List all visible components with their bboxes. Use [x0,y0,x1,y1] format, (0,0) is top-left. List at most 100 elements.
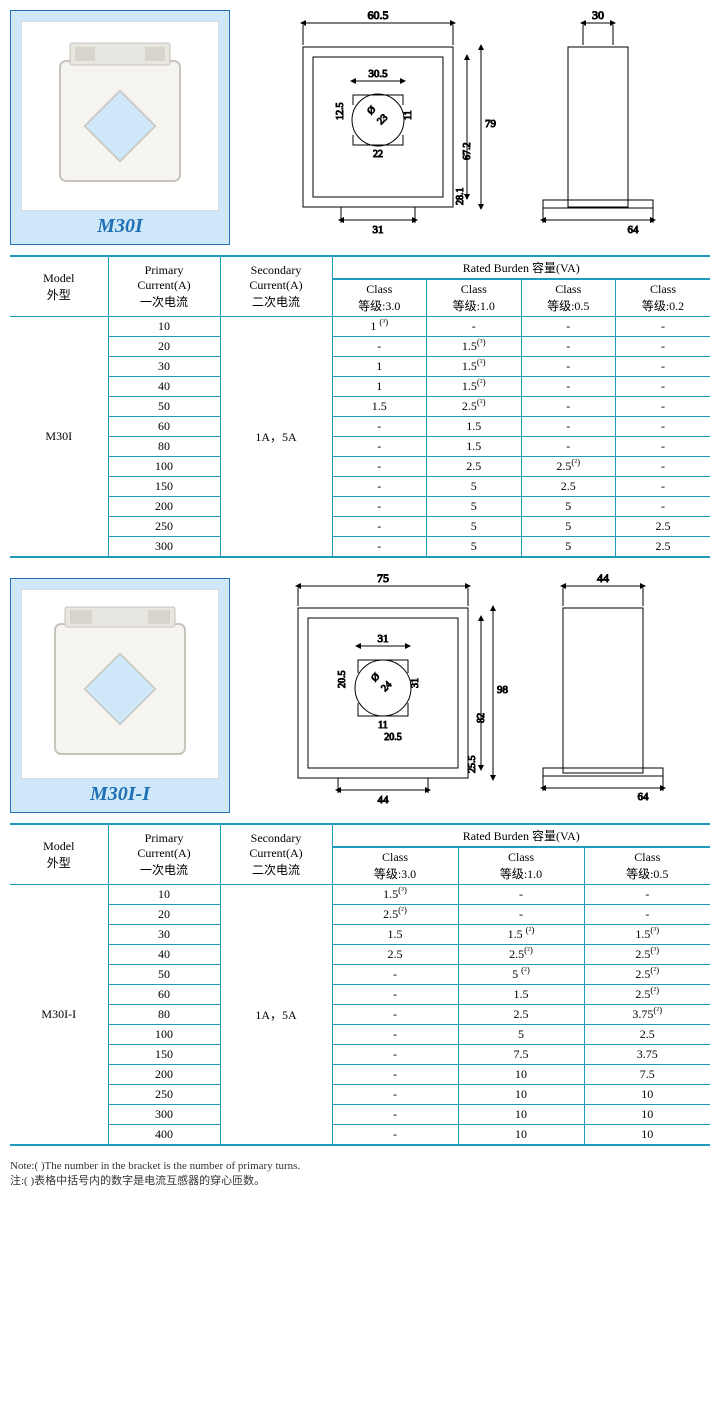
burden-cell: 2.5(²) [584,985,710,1005]
burden-cell: 1.5 [458,985,584,1005]
svg-text:20.5: 20.5 [337,671,348,689]
burden-cell: 2.5 [616,537,711,558]
burden-cell: - [427,317,522,337]
burden-cell: 2.5(²) [427,397,522,417]
product1-section: M30I 60.5 30.5 [0,0,720,558]
primary-current: 100 [108,457,220,477]
sub-header: Class等级:1.0 [427,279,522,317]
burden-cell: 1.5 [332,397,427,417]
burden-cell: 2.5 [332,945,458,965]
burden-cell: - [521,377,616,397]
burden-cell: 1 [332,357,427,377]
product2-photo [21,589,219,779]
burden-cell: 10 [584,1125,710,1146]
burden-cell: 1 [332,377,427,397]
svg-text:98: 98 [497,684,509,696]
burden-cell: 5 [521,497,616,517]
product1-label: M30I [21,215,219,238]
svg-text:24: 24 [379,679,394,694]
burden-cell: 10 [458,1125,584,1146]
burden-cell: 5 [521,537,616,558]
burden-cell: - [458,905,584,925]
burden-cell: - [332,437,427,457]
primary-current: 20 [108,337,220,357]
primary-current: 10 [108,885,220,905]
burden-cell: 1.5(³) [427,337,522,357]
burden-cell: - [332,985,458,1005]
primary-current: 30 [108,357,220,377]
model-cell: M30I-I [10,885,108,1146]
primary-current: 150 [108,477,220,497]
product1-table: Model外型PrimaryCurrent(A)一次电流SecondaryCur… [10,255,710,558]
burden-cell: 2.5 [427,457,522,477]
burden-cell: - [332,1005,458,1025]
sub-header: Class等级:0.5 [584,847,710,885]
primary-current: 300 [108,537,220,558]
burden-cell: - [332,1105,458,1125]
burden-cell: 1.5 (²) [458,925,584,945]
burden-cell: 7.5 [584,1065,710,1085]
col-header-burden: Rated Burden 容量(VA) [332,256,710,279]
burden-cell: 2.5(²) [458,945,584,965]
burden-cell: 1.5 [332,925,458,945]
burden-cell: 5 [458,1025,584,1045]
primary-current: 150 [108,1045,220,1065]
burden-cell: - [616,397,711,417]
burden-cell: 2.5 [458,1005,584,1025]
burden-cell: 5 [521,517,616,537]
primary-current: 80 [108,1005,220,1025]
burden-cell: - [616,497,711,517]
burden-cell: 3.75 [584,1045,710,1065]
burden-cell: 5 [427,517,522,537]
col-header: Model外型 [10,824,108,885]
sub-header: Class等级:0.5 [521,279,616,317]
svg-text:67.2: 67.2 [462,143,473,161]
svg-text:25.5: 25.5 [467,756,478,774]
burden-cell: 2.5(³) [584,945,710,965]
col-header: Model外型 [10,256,108,317]
svg-text:23: 23 [375,112,390,127]
primary-current: 40 [108,377,220,397]
product2-table: Model外型PrimaryCurrent(A)一次电流SecondaryCur… [10,823,710,1146]
svg-text:64: 64 [627,224,639,235]
svg-text:75: 75 [377,571,389,585]
col-header: PrimaryCurrent(A)一次电流 [108,256,220,317]
primary-current: 200 [108,1065,220,1085]
burden-cell: - [332,1065,458,1085]
primary-current: 100 [108,1025,220,1045]
svg-text:31: 31 [377,633,388,645]
burden-cell: 1.5(³) [332,885,458,905]
svg-text:22: 22 [373,149,383,160]
burden-cell: - [521,397,616,417]
model-cell: M30I [10,317,108,558]
burden-cell: - [332,1045,458,1065]
primary-current: 200 [108,497,220,517]
product2-label: M30I-I [21,783,219,806]
burden-cell: - [332,1125,458,1146]
sub-header: Class等级:1.0 [458,847,584,885]
burden-cell: 2.5 [521,477,616,497]
burden-cell: - [521,417,616,437]
primary-current: 10 [108,317,220,337]
primary-current: 30 [108,925,220,945]
svg-text:Ø: Ø [365,104,378,117]
burden-cell: - [616,437,711,457]
burden-cell: - [332,417,427,437]
burden-cell: 1.5 [427,417,522,437]
primary-current: 300 [108,1105,220,1125]
col-header: SecondaryCurrent(A)二次电流 [220,824,332,885]
sub-header: Class等级:0.2 [616,279,711,317]
col-header: PrimaryCurrent(A)一次电流 [108,824,220,885]
burden-cell: - [332,517,427,537]
primary-current: 20 [108,905,220,925]
col-header-burden: Rated Burden 容量(VA) [332,824,710,847]
burden-cell: 10 [584,1085,710,1105]
burden-cell: - [332,1025,458,1045]
burden-cell: - [616,317,711,337]
burden-cell: - [616,457,711,477]
burden-cell: 5 (²) [458,965,584,985]
burden-cell: - [616,377,711,397]
note: Note:( )The number in the bracket is the… [0,1156,720,1192]
secondary-current: 1A，5A [220,317,332,558]
svg-text:12.5: 12.5 [335,103,346,121]
